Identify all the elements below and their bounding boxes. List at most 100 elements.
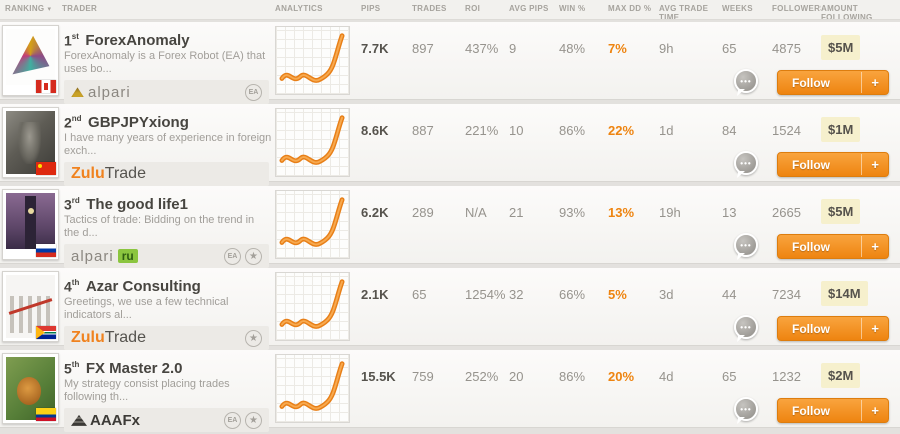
stat-pips: 6.2K — [361, 186, 412, 268]
broker-band: Zulu Trade ★ — [64, 326, 269, 351]
stat-win: 93% — [559, 205, 586, 220]
max-dd-value: 20% — [608, 369, 635, 384]
column-header-followers[interactable]: FOLLOWERS — [772, 4, 821, 13]
trader-avatar[interactable] — [2, 271, 59, 342]
column-header-avg-pips[interactable]: AVG PIPS — [509, 4, 549, 13]
broker-band: Zulu Trade — [64, 162, 269, 187]
follow-area: ••• Follow + — [732, 233, 889, 260]
pips-value: 15.5K — [361, 369, 396, 384]
trader-avatar-art — [6, 29, 55, 85]
broker-band: alpari ru EA ★ — [64, 244, 269, 269]
stat-avg-trade-time: 1d — [659, 123, 674, 138]
broker-logo: Zulu Trade — [71, 330, 146, 346]
trader-info: 3rd The good life1 Tactics of trade: Bid… — [62, 186, 275, 269]
trader-row[interactable]: 3rd The good life1 Tactics of trade: Bid… — [0, 186, 900, 269]
follow-button-label: Follow — [792, 157, 830, 172]
stat-weeks: 44 — [722, 287, 737, 302]
comments-bubble-icon[interactable]: ••• — [732, 151, 762, 178]
country-flag-icon — [36, 80, 56, 93]
rank-number: 5 — [64, 360, 72, 377]
stat-amount-following: $14M — [821, 268, 900, 350]
column-header-trades[interactable]: TRADES — [412, 4, 447, 13]
comments-bubble-icon[interactable]: ••• — [732, 397, 762, 424]
follow-button[interactable]: Follow + — [777, 70, 889, 95]
broker-logo-text: Zulu — [71, 329, 105, 347]
follow-button[interactable]: Follow + — [777, 152, 889, 177]
column-header-amount-following[interactable]: AMOUNT FOLLOWING — [821, 4, 873, 19]
ea-badge-icon: EA — [245, 83, 262, 101]
analytics-sparkline-thumbnail[interactable] — [275, 354, 350, 423]
max-dd-value: 7% — [608, 41, 627, 56]
amount-following-chip: $5M — [821, 199, 861, 224]
country-flag-icon — [36, 408, 56, 421]
sparkline-chart-icon — [279, 197, 345, 247]
trader-name-link[interactable]: ForexAnomaly — [85, 32, 190, 50]
comments-bubble-icon[interactable]: ••• — [732, 233, 762, 260]
trader-row[interactable]: 5th FX Master 2.0 My strategy consist pl… — [0, 350, 900, 433]
column-header-ranking[interactable]: RANKING ▾ — [0, 0, 62, 19]
ea-badge-icon: EA — [224, 247, 241, 265]
column-header-win[interactable]: WIN % — [559, 4, 586, 13]
stat-max-dd: 5% — [608, 268, 659, 350]
broker-logo-text: AAAFx — [90, 411, 141, 429]
broker-logo: alpari — [71, 85, 131, 100]
rank-number: 1 — [64, 32, 72, 49]
sparkline-chart-icon — [279, 115, 345, 165]
follow-area: ••• Follow + — [732, 315, 889, 342]
analytics-sparkline-thumbnail[interactable] — [275, 108, 350, 177]
column-header-analytics[interactable]: ANALYTICS — [275, 4, 323, 13]
broker-logo: AAAFx — [71, 413, 140, 428]
column-header-avg-trade-time[interactable]: AVG TRADE TIME — [659, 4, 709, 19]
stat-weeks: 84 — [722, 123, 737, 138]
trader-name-link[interactable]: GBPJPYxiong — [88, 114, 189, 132]
stat-avg-trade-time: 19h — [659, 205, 681, 220]
follow-button[interactable]: Follow + — [777, 234, 889, 259]
trader-row[interactable]: 4th Azar Consulting Greetings, we use a … — [0, 268, 900, 351]
stat-roi: 221% — [465, 123, 499, 138]
trader-row[interactable]: 2nd GBPJPYxiong I have many years of exp… — [0, 104, 900, 187]
trader-name-link[interactable]: The good life1 — [86, 196, 188, 214]
broker-logo-text: Trade — [104, 165, 146, 183]
trader-avatar[interactable] — [2, 25, 59, 96]
column-header-max-dd[interactable]: MAX DD % — [608, 4, 652, 13]
trader-avatar[interactable] — [2, 107, 59, 178]
column-header-trader[interactable]: TRADER — [62, 4, 98, 13]
analytics-sparkline-thumbnail[interactable] — [275, 272, 350, 341]
analytics-sparkline-thumbnail[interactable] — [275, 190, 350, 259]
ellipsis-icon: ••• — [734, 233, 758, 257]
traders-list: 1st ForexAnomaly ForexAnomaly is a Forex… — [0, 22, 900, 433]
pips-value: 6.2K — [361, 205, 389, 220]
comments-bubble-icon[interactable]: ••• — [732, 315, 762, 342]
column-header-roi[interactable]: ROI — [465, 4, 481, 13]
follow-button[interactable]: Follow + — [777, 316, 889, 341]
trader-name-link[interactable]: Azar Consulting — [85, 278, 201, 296]
stat-weeks: 13 — [722, 205, 737, 220]
column-header-ranking-label: RANKING — [5, 4, 45, 13]
trader-avatar[interactable] — [2, 189, 59, 260]
avatar-cell — [0, 104, 62, 186]
trader-avatar[interactable] — [2, 353, 59, 424]
trader-row[interactable]: 1st ForexAnomaly ForexAnomaly is a Forex… — [0, 22, 900, 105]
column-header-weeks[interactable]: WEEKS — [722, 4, 753, 13]
broker-logo: Zulu Trade — [71, 166, 146, 182]
stat-win: 66% — [559, 287, 586, 302]
max-dd-value: 13% — [608, 205, 635, 220]
broker-logo-text: ru — [117, 249, 138, 264]
stat-max-dd: 13% — [608, 186, 659, 268]
trader-description: Tactics of trade: Bidding on the trend i… — [64, 214, 255, 240]
trader-description: ForexAnomaly is a Forex Robot (EA) that … — [64, 50, 266, 76]
column-header-pips[interactable]: PIPS — [361, 4, 381, 13]
broker-logo: alpari ru — [71, 249, 138, 264]
comments-bubble-icon[interactable]: ••• — [732, 69, 762, 96]
sparkline-chart-icon — [279, 361, 345, 411]
trader-name-link[interactable]: FX Master 2.0 — [85, 360, 183, 378]
stat-avg-pips: 20 — [509, 369, 524, 384]
broker-logo-text: alpari — [71, 247, 114, 265]
stat-trades: 897 — [412, 41, 434, 56]
plus-icon: + — [861, 72, 888, 93]
analytics-sparkline-thumbnail[interactable] — [275, 26, 350, 95]
follow-button[interactable]: Follow + — [777, 398, 889, 423]
stat-avg-trade-time: 4d — [659, 369, 674, 384]
rank-suffix: th — [71, 278, 80, 287]
